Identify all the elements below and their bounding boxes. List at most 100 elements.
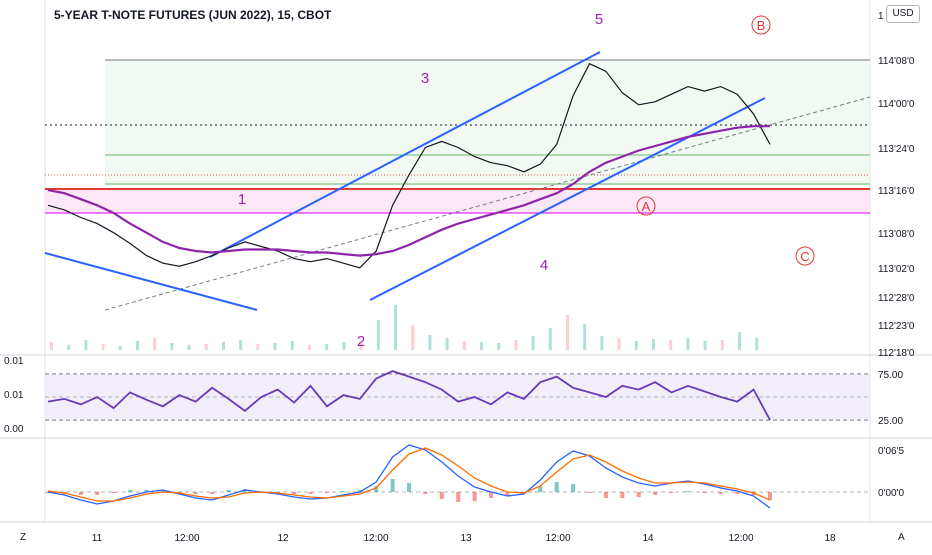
volume-bar [652, 339, 655, 350]
macd-histogram-bar [226, 490, 231, 492]
volume-bar [514, 340, 518, 350]
volume-bar [325, 344, 329, 350]
volume-bar [755, 338, 759, 350]
macd-histogram-bar [210, 492, 215, 494]
rsi-line [47, 370, 771, 421]
price-axis-tick-label: 112'28'0 [878, 293, 915, 304]
timezone-button[interactable]: Z [20, 532, 27, 543]
time-axis-tick-label: 11 [92, 533, 103, 544]
volume-bar [101, 344, 105, 350]
macd-histogram-bar [390, 479, 395, 492]
macd-histogram-bar [341, 491, 346, 492]
wave-label-circle [751, 15, 771, 35]
left-axis-tick-label: 0.01 [4, 390, 24, 401]
volume-bar [600, 336, 604, 350]
macd-histogram-bar [357, 490, 362, 492]
wave-label: B [757, 18, 766, 33]
volume-bar [204, 344, 208, 350]
time-axis-tick-label: 13 [460, 533, 472, 544]
macd-histogram-bar [160, 490, 165, 492]
moving-average-line [47, 125, 770, 257]
wave-label-circle [636, 196, 656, 216]
volume-bar [686, 338, 690, 350]
macd-histogram-bar [653, 492, 658, 495]
macd-histogram-bar [768, 492, 772, 500]
volume-bar [84, 340, 88, 350]
wave-label: 2 [357, 333, 365, 350]
macd-histogram-bar [439, 492, 444, 499]
wave-label: 1 [238, 191, 246, 208]
volume-bar [136, 341, 139, 350]
left-axis-tick-label: 0.01 [4, 356, 24, 367]
price-axis-tick-label: 112'23'0 [878, 321, 915, 332]
volume-bar [480, 342, 483, 350]
volume-bar [67, 345, 71, 350]
price-axis-tick-label: 112'18'0 [878, 348, 915, 359]
macd-histogram-bar [308, 492, 313, 494]
wave-label-circle [795, 246, 815, 266]
volume-bar [445, 338, 449, 350]
macd-axis-tick-label: 0'00'0 [878, 488, 905, 499]
volume-bar [359, 343, 363, 350]
volume-bar [290, 341, 294, 350]
macd-histogram-bar [669, 492, 674, 493]
time-axis-tick-label: 12:00 [174, 533, 199, 544]
macd-histogram-bar [554, 482, 559, 492]
price-series-line [47, 62, 771, 269]
macd-histogram-bar [505, 492, 510, 496]
volume-bar [50, 342, 53, 350]
time-axis-tick-label: 12:00 [728, 533, 753, 544]
volume-bar [308, 345, 311, 350]
time-axis-tick-label: 18 [824, 533, 836, 544]
price-axis-tick-label: 114'00'0 [878, 99, 915, 110]
price-axis-tick-label: 113'16'0 [878, 186, 915, 197]
currency-badge[interactable]: USD [886, 5, 920, 23]
macd-histogram-bar [620, 492, 625, 498]
macd-histogram-bar [144, 490, 149, 492]
volume-bar [462, 341, 466, 350]
wave-label: C [800, 249, 809, 264]
volume-bar [497, 343, 501, 350]
price-axis-tick-label: 113'08'0 [878, 229, 915, 240]
macd-histogram-bar [587, 492, 592, 493]
volume-bar [428, 335, 432, 350]
macd-histogram-bar [111, 492, 116, 493]
macd-histogram-bar [538, 486, 543, 492]
volume-bar [273, 343, 277, 350]
macd-axis-tick-label: 0'06'5 [878, 446, 905, 457]
wave-label: A [642, 199, 651, 214]
time-axis-tick-label: 12:00 [545, 533, 570, 544]
price-axis-tick-label: 114'08'0 [878, 56, 915, 67]
macd-histogram-bar [423, 492, 428, 494]
volume-bar [703, 341, 707, 350]
macd-histogram-bar [571, 484, 576, 492]
macd-histogram-bar [374, 486, 379, 492]
pink-zone [45, 189, 870, 213]
wave-label: 4 [540, 257, 548, 274]
volume-bar [617, 338, 621, 350]
volume-bar [342, 342, 346, 350]
volume-bar [583, 324, 587, 350]
rsi-axis-tick-label: 25.00 [878, 416, 903, 427]
volume-bar [187, 345, 191, 350]
auto-scale-button[interactable]: A [898, 532, 905, 543]
channel-line [44, 252, 258, 311]
price-axis-tick-label: 1 [878, 11, 884, 22]
macd-histogram-bar [702, 492, 707, 493]
volume-bar [118, 346, 122, 350]
time-axis-tick-label: 14 [642, 533, 654, 544]
chart-title: 5-YEAR T-NOTE FUTURES (JUN 2022), 15, CB… [54, 8, 332, 22]
macd-histogram-bar [78, 492, 83, 495]
volume-bar [376, 320, 380, 350]
volume-bar [153, 338, 157, 350]
macd-histogram-bar [407, 483, 411, 492]
macd-histogram-bar [324, 492, 329, 493]
macd-histogram-bar [193, 492, 198, 494]
macd-histogram-bar [292, 492, 297, 494]
time-axis-tick-label: 12:00 [363, 533, 388, 544]
volume-bar [531, 336, 535, 350]
macd-histogram-bar [489, 492, 494, 498]
wave-label: 5 [595, 11, 603, 28]
macd-histogram-bar [735, 492, 740, 494]
volume-bar [669, 340, 673, 350]
